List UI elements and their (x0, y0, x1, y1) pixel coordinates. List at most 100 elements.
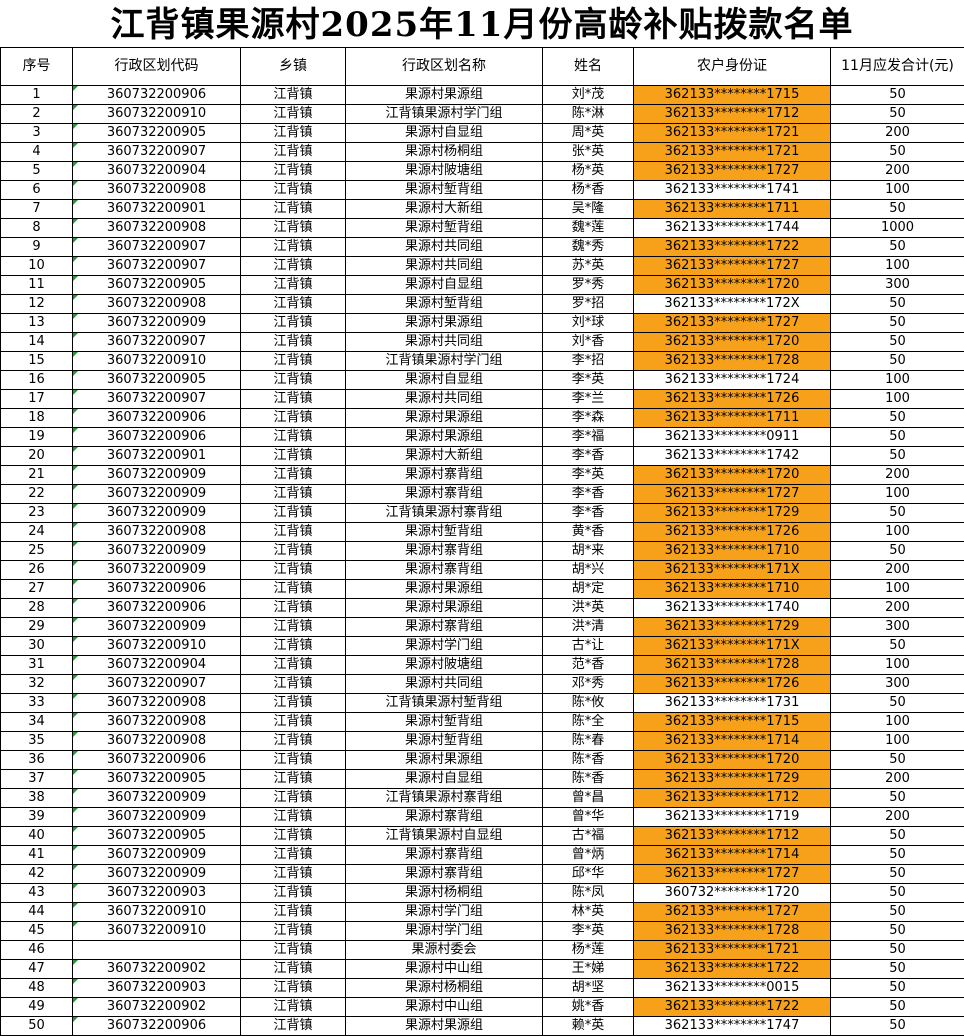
index-cell[interactable]: 15 (0, 351, 73, 371)
town-cell[interactable]: 江背镇 (240, 294, 346, 314)
index-cell[interactable]: 48 (0, 978, 73, 998)
region-name-cell[interactable]: 果源村堑背组 (345, 294, 543, 314)
town-cell[interactable]: 江背镇 (240, 807, 346, 827)
id-number-cell[interactable]: 362133********1722 (633, 997, 831, 1017)
id-number-cell[interactable]: 362133********1731 (633, 693, 831, 713)
region-name-cell[interactable]: 江背镇果源村寨背组 (345, 788, 543, 808)
town-cell[interactable]: 江背镇 (240, 541, 346, 561)
header-id-number[interactable]: 农户身份证 (633, 47, 831, 86)
index-cell[interactable]: 6 (0, 180, 73, 200)
id-number-cell[interactable]: 362133********1715 (633, 85, 831, 105)
name-cell[interactable]: 邓*秀 (542, 674, 634, 694)
id-number-cell[interactable]: 362133********0911 (633, 427, 831, 447)
index-cell[interactable]: 27 (0, 579, 73, 599)
region-name-cell[interactable]: 果源村大新组 (345, 446, 543, 466)
id-number-cell[interactable]: 362133********1727 (633, 484, 831, 504)
town-cell[interactable]: 江背镇 (240, 560, 346, 580)
amount-cell[interactable]: 50 (830, 750, 964, 770)
amount-cell[interactable]: 100 (830, 370, 964, 390)
amount-cell[interactable]: 50 (830, 446, 964, 466)
amount-cell[interactable]: 100 (830, 712, 964, 732)
name-cell[interactable]: 罗*秀 (542, 275, 634, 295)
town-cell[interactable]: 江背镇 (240, 142, 346, 162)
name-cell[interactable]: 李*英 (542, 465, 634, 485)
town-cell[interactable]: 江背镇 (240, 959, 346, 979)
region-code-cell[interactable]: 360732200908 (72, 294, 241, 314)
amount-cell[interactable]: 50 (830, 294, 964, 314)
region-code-cell[interactable]: 360732200909 (72, 484, 241, 504)
name-cell[interactable]: 曾*昌 (542, 788, 634, 808)
id-number-cell[interactable]: 362133********1727 (633, 864, 831, 884)
id-number-cell[interactable]: 362133********1727 (633, 256, 831, 276)
region-name-cell[interactable]: 果源村自显组 (345, 370, 543, 390)
name-cell[interactable]: 范*香 (542, 655, 634, 675)
amount-cell[interactable]: 50 (830, 636, 964, 656)
index-cell[interactable]: 46 (0, 940, 73, 960)
region-name-cell[interactable]: 江背镇果源村自显组 (345, 826, 543, 846)
index-cell[interactable]: 9 (0, 237, 73, 257)
amount-cell[interactable]: 50 (830, 332, 964, 352)
amount-cell[interactable]: 50 (830, 959, 964, 979)
region-code-cell[interactable]: 360732200910 (72, 902, 241, 922)
id-number-cell[interactable]: 362133********1721 (633, 123, 831, 143)
region-code-cell[interactable]: 360732200907 (72, 237, 241, 257)
header-amount[interactable]: 11月应发合计(元) (830, 47, 964, 86)
id-number-cell[interactable]: 362133********1726 (633, 674, 831, 694)
region-code-cell[interactable]: 360732200901 (72, 199, 241, 219)
index-cell[interactable]: 23 (0, 503, 73, 523)
region-code-cell[interactable]: 360732200903 (72, 883, 241, 903)
town-cell[interactable]: 江背镇 (240, 161, 346, 181)
region-name-cell[interactable]: 果源村果源组 (345, 1016, 543, 1036)
name-cell[interactable]: 邱*华 (542, 864, 634, 884)
amount-cell[interactable]: 50 (830, 978, 964, 998)
amount-cell[interactable]: 50 (830, 921, 964, 941)
id-number-cell[interactable]: 362133********1740 (633, 598, 831, 618)
region-name-cell[interactable]: 果源村陂塘组 (345, 161, 543, 181)
amount-cell[interactable]: 50 (830, 237, 964, 257)
region-code-cell[interactable]: 360732200909 (72, 845, 241, 865)
id-number-cell[interactable]: 362133********0015 (633, 978, 831, 998)
region-code-cell[interactable]: 360732200902 (72, 997, 241, 1017)
name-cell[interactable]: 李*英 (542, 370, 634, 390)
region-code-cell[interactable]: 360732200908 (72, 693, 241, 713)
town-cell[interactable]: 江背镇 (240, 503, 346, 523)
region-name-cell[interactable]: 果源村堑背组 (345, 218, 543, 238)
name-cell[interactable]: 林*英 (542, 902, 634, 922)
index-cell[interactable]: 32 (0, 674, 73, 694)
region-code-cell[interactable]: 360732200907 (72, 674, 241, 694)
name-cell[interactable]: 胡*坚 (542, 978, 634, 998)
index-cell[interactable]: 45 (0, 921, 73, 941)
index-cell[interactable]: 17 (0, 389, 73, 409)
index-cell[interactable]: 5 (0, 161, 73, 181)
id-number-cell[interactable]: 362133********171X (633, 636, 831, 656)
region-name-cell[interactable]: 果源村果源组 (345, 313, 543, 333)
region-name-cell[interactable]: 果源村学门组 (345, 921, 543, 941)
amount-cell[interactable]: 50 (830, 997, 964, 1017)
id-number-cell[interactable]: 362133********1729 (633, 769, 831, 789)
region-code-cell[interactable]: 360732200906 (72, 750, 241, 770)
region-code-cell[interactable]: 360732200905 (72, 769, 241, 789)
region-code-cell[interactable]: 360732200908 (72, 712, 241, 732)
town-cell[interactable]: 江背镇 (240, 712, 346, 732)
region-name-cell[interactable]: 果源村中山组 (345, 959, 543, 979)
name-cell[interactable]: 魏*秀 (542, 237, 634, 257)
amount-cell[interactable]: 50 (830, 826, 964, 846)
index-cell[interactable]: 4 (0, 142, 73, 162)
id-number-cell[interactable]: 362133********172X (633, 294, 831, 314)
amount-cell[interactable]: 100 (830, 389, 964, 409)
region-name-cell[interactable]: 果源村委会 (345, 940, 543, 960)
region-code-cell[interactable]: 360732200909 (72, 617, 241, 637)
town-cell[interactable]: 江背镇 (240, 85, 346, 105)
region-name-cell[interactable]: 江背镇果源村寨背组 (345, 503, 543, 523)
region-name-cell[interactable]: 果源村寨背组 (345, 617, 543, 637)
amount-cell[interactable]: 50 (830, 541, 964, 561)
id-number-cell[interactable]: 362133********1727 (633, 161, 831, 181)
region-name-cell[interactable]: 果源村寨背组 (345, 560, 543, 580)
region-code-cell[interactable]: 360732200908 (72, 218, 241, 238)
region-name-cell[interactable]: 果源村中山组 (345, 997, 543, 1017)
region-name-cell[interactable]: 果源村陂塘组 (345, 655, 543, 675)
name-cell[interactable]: 杨*英 (542, 161, 634, 181)
town-cell[interactable]: 江背镇 (240, 731, 346, 751)
region-code-cell[interactable]: 360732200906 (72, 579, 241, 599)
name-cell[interactable]: 陈*全 (542, 712, 634, 732)
